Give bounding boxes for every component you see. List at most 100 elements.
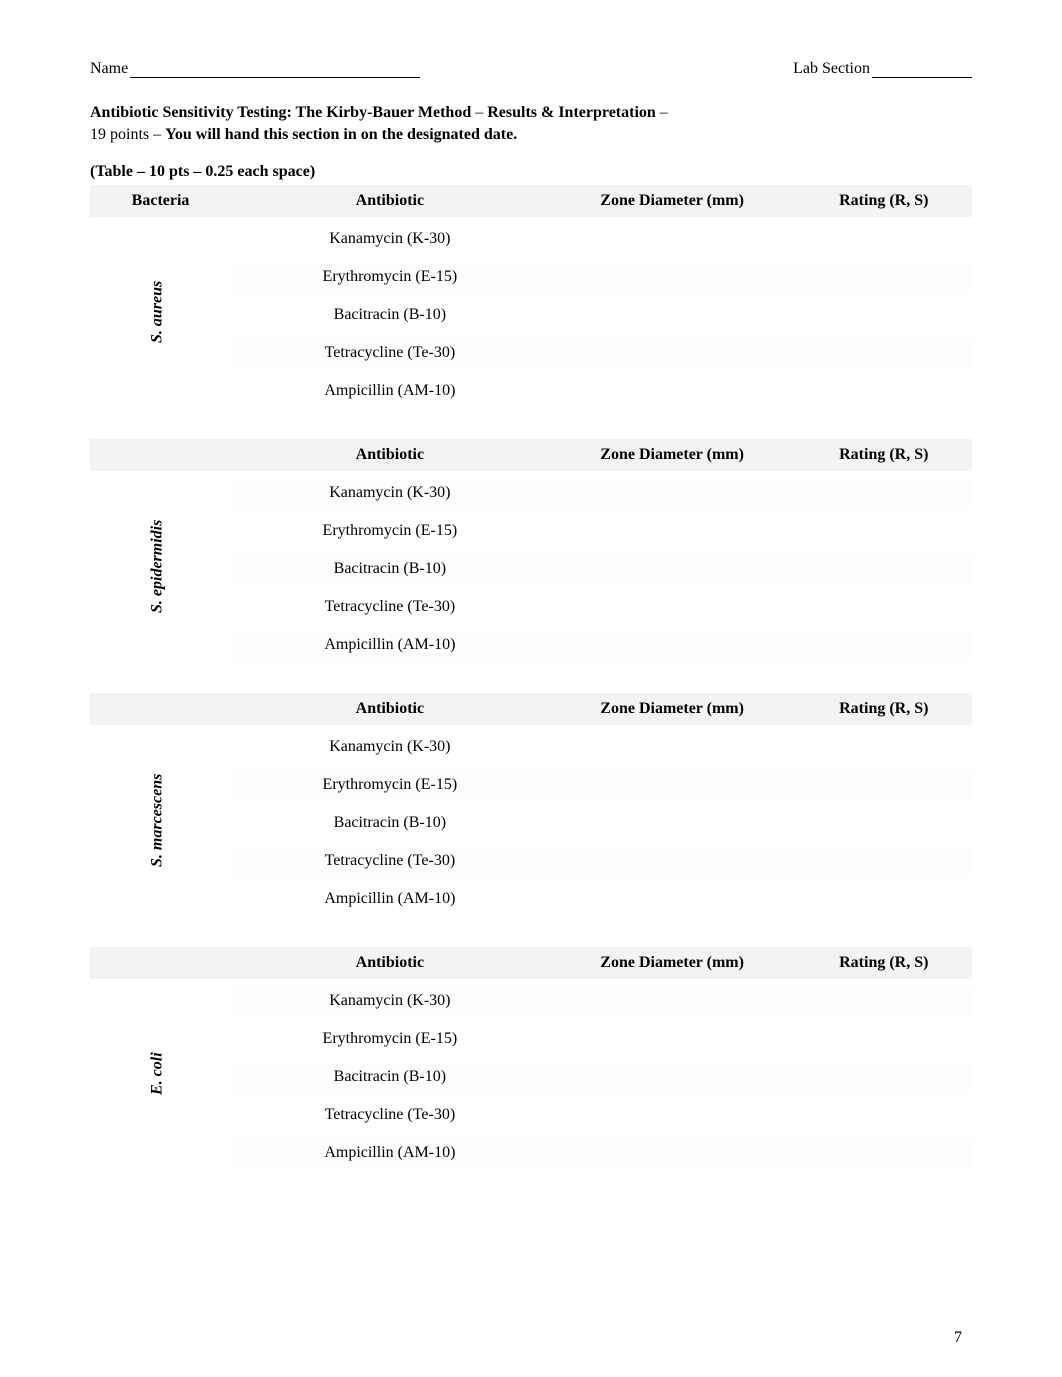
title-sep-1: –: [471, 104, 487, 121]
rating-cell[interactable]: [796, 763, 972, 801]
rating-cell[interactable]: [796, 1131, 972, 1169]
section-header-row: AntibioticZone Diameter (mm)Rating (R, S…: [90, 439, 972, 471]
zone-diameter-cell[interactable]: [549, 1131, 796, 1169]
col-header-rating: Rating (R, S): [796, 693, 972, 725]
zone-diameter-cell[interactable]: [549, 623, 796, 661]
rating-cell[interactable]: [796, 369, 972, 407]
rating-cell[interactable]: [796, 725, 972, 763]
antibiotic-cell: Bacitracin (B-10): [231, 547, 549, 585]
col-header-rating: Rating (R, S): [796, 947, 972, 979]
rating-cell[interactable]: [796, 1093, 972, 1131]
table-row: S. marcescensKanamycin (K-30): [90, 725, 972, 763]
title-block: Antibiotic Sensitivity Testing: The Kirb…: [90, 102, 972, 145]
lab-section-field: Lab Section: [793, 60, 972, 78]
bacteria-name-cell: S. aureus: [90, 217, 231, 407]
zone-diameter-cell[interactable]: [549, 293, 796, 331]
rating-cell[interactable]: [796, 547, 972, 585]
col-header-rating: Rating (R, S): [796, 439, 972, 471]
rating-cell[interactable]: [796, 877, 972, 915]
zone-diameter-cell[interactable]: [549, 471, 796, 509]
col-header-antibiotic: Antibiotic: [231, 693, 549, 725]
zone-diameter-cell[interactable]: [549, 763, 796, 801]
rating-cell[interactable]: [796, 585, 972, 623]
group-separator: [90, 661, 972, 693]
antibiotic-cell: Ampicillin (AM-10): [231, 623, 549, 661]
col-header-blank: [90, 439, 231, 471]
zone-diameter-cell[interactable]: [549, 509, 796, 547]
zone-diameter-cell[interactable]: [549, 839, 796, 877]
name-label: Name: [90, 60, 128, 78]
antibiotic-cell: Ampicillin (AM-10): [231, 877, 549, 915]
name-underline[interactable]: [130, 60, 420, 78]
col-header-blank: [90, 947, 231, 979]
bacteria-name-cell: S. epidermidis: [90, 471, 231, 661]
title-bold-2: Results & Interpretation: [487, 104, 656, 121]
antibiotic-cell: Tetracycline (Te-30): [231, 331, 549, 369]
zone-diameter-cell[interactable]: [549, 801, 796, 839]
antibiotic-cell: Bacitracin (B-10): [231, 293, 549, 331]
group-separator: [90, 407, 972, 439]
title-sep-2: –: [656, 104, 668, 121]
table-caption: (Table – 10 pts – 0.25 each space): [90, 163, 972, 181]
rating-cell[interactable]: [796, 509, 972, 547]
rating-cell[interactable]: [796, 255, 972, 293]
rating-cell[interactable]: [796, 217, 972, 255]
antibiotic-cell: Kanamycin (K-30): [231, 217, 549, 255]
antibiotic-cell: Bacitracin (B-10): [231, 801, 549, 839]
rating-cell[interactable]: [796, 1017, 972, 1055]
page-number: 7: [954, 1329, 962, 1347]
antibiotic-cell: Erythromycin (E-15): [231, 1017, 549, 1055]
antibiotic-cell: Ampicillin (AM-10): [231, 1131, 549, 1169]
rating-cell[interactable]: [796, 293, 972, 331]
zone-diameter-cell[interactable]: [549, 1017, 796, 1055]
zone-diameter-cell[interactable]: [549, 725, 796, 763]
table-row: S. aureusKanamycin (K-30): [90, 217, 972, 255]
antibiotic-cell: Ampicillin (AM-10): [231, 369, 549, 407]
group-separator: [90, 915, 972, 947]
title-bold-1: Antibiotic Sensitivity Testing: The Kirb…: [90, 104, 471, 121]
zone-diameter-cell[interactable]: [549, 1055, 796, 1093]
zone-diameter-cell[interactable]: [549, 979, 796, 1017]
col-header-zone: Zone Diameter (mm): [549, 947, 796, 979]
rating-cell[interactable]: [796, 471, 972, 509]
col-header-bacteria: Bacteria: [90, 185, 231, 217]
section-header-row: AntibioticZone Diameter (mm)Rating (R, S…: [90, 693, 972, 725]
section-header-row: AntibioticZone Diameter (mm)Rating (R, S…: [90, 947, 972, 979]
rating-cell[interactable]: [796, 331, 972, 369]
lab-section-underline[interactable]: [872, 60, 972, 78]
zone-diameter-cell[interactable]: [549, 369, 796, 407]
section-header-row: BacteriaAntibioticZone Diameter (mm)Rati…: [90, 185, 972, 217]
col-header-blank: [90, 693, 231, 725]
rating-cell[interactable]: [796, 1055, 972, 1093]
col-header-antibiotic: Antibiotic: [231, 947, 549, 979]
zone-diameter-cell[interactable]: [549, 331, 796, 369]
antibiotic-cell: Erythromycin (E-15): [231, 763, 549, 801]
zone-diameter-cell[interactable]: [549, 217, 796, 255]
bacteria-name-cell: E. coli: [90, 979, 231, 1169]
zone-diameter-cell[interactable]: [549, 1093, 796, 1131]
rating-cell[interactable]: [796, 979, 972, 1017]
header-line: Name Lab Section: [90, 60, 972, 78]
zone-diameter-cell[interactable]: [549, 547, 796, 585]
col-header-zone: Zone Diameter (mm): [549, 185, 796, 217]
table-row: E. coliKanamycin (K-30): [90, 979, 972, 1017]
antibiotic-cell: Tetracycline (Te-30): [231, 839, 549, 877]
antibiotic-cell: Erythromycin (E-15): [231, 255, 549, 293]
title-instruction: You will hand this section in on the des…: [165, 126, 517, 143]
rating-cell[interactable]: [796, 623, 972, 661]
col-header-zone: Zone Diameter (mm): [549, 439, 796, 471]
name-field: Name: [90, 60, 420, 78]
lab-section-label: Lab Section: [793, 60, 870, 78]
title-points: 19 points –: [90, 126, 165, 143]
antibiotic-cell: Kanamycin (K-30): [231, 725, 549, 763]
table-row: S. epidermidisKanamycin (K-30): [90, 471, 972, 509]
col-header-antibiotic: Antibiotic: [231, 185, 549, 217]
zone-diameter-cell[interactable]: [549, 877, 796, 915]
antibiotic-cell: Erythromycin (E-15): [231, 509, 549, 547]
zone-diameter-cell[interactable]: [549, 255, 796, 293]
col-header-zone: Zone Diameter (mm): [549, 693, 796, 725]
rating-cell[interactable]: [796, 839, 972, 877]
rating-cell[interactable]: [796, 801, 972, 839]
zone-diameter-cell[interactable]: [549, 585, 796, 623]
antibiotic-cell: Bacitracin (B-10): [231, 1055, 549, 1093]
